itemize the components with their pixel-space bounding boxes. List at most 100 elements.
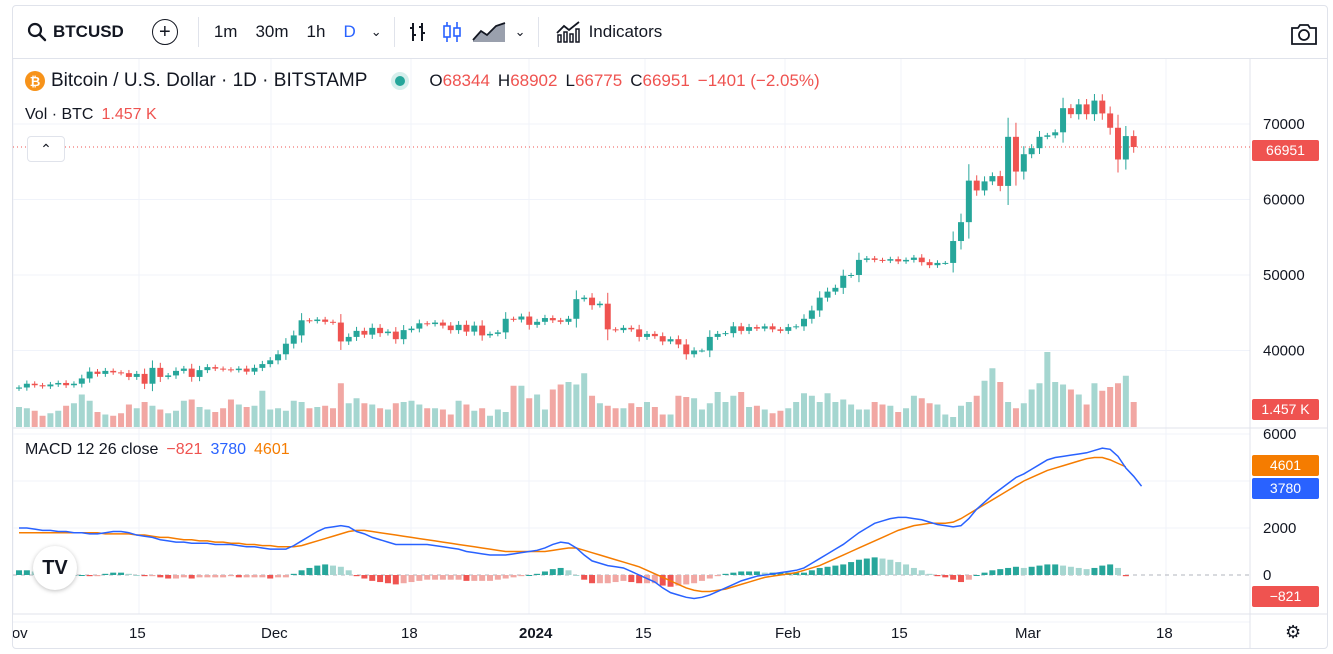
volume-bar [910, 395, 917, 427]
volume-bar [330, 408, 336, 427]
ohlc-low-label: L [565, 71, 575, 90]
volume-bar [39, 415, 46, 427]
volume-bar [989, 368, 996, 427]
macd-histogram-bar [479, 575, 486, 581]
macd-histogram-bar [840, 564, 847, 575]
volume-bar [23, 408, 30, 427]
volume-bar [965, 402, 972, 427]
candle-body [1052, 132, 1059, 136]
camera-icon[interactable] [1289, 16, 1319, 52]
macd-histogram-bar [102, 573, 109, 575]
volume-bar [871, 402, 878, 427]
volume-bar [494, 409, 501, 427]
candle-body [1122, 136, 1129, 160]
ohlc-open-label: O [429, 71, 443, 90]
macd-histogram-bar [173, 575, 179, 579]
volume-bar [157, 409, 164, 427]
volume-bar [243, 407, 250, 427]
candle-body [259, 364, 266, 368]
volume-legend: Vol · BTC 1.457 K [25, 106, 157, 124]
macd-histogram-bar [981, 572, 988, 575]
volume-bar [212, 412, 219, 427]
macd-histogram-bar [298, 570, 305, 575]
settings-gear-icon[interactable]: ⚙ [1285, 622, 1302, 642]
candle-body [141, 373, 148, 384]
interval-30m[interactable]: 30m [255, 22, 289, 41]
macd-tag: 3780 [1252, 478, 1319, 499]
volume-bar [306, 408, 313, 427]
macd-histogram-bar [557, 567, 564, 575]
indicators-button[interactable]: Indicators [545, 14, 662, 50]
macd-histogram-bar [330, 565, 336, 575]
candle-body [706, 336, 713, 351]
chevron-down-icon[interactable]: ⌄ [514, 24, 526, 39]
macd-histogram-bar [1115, 567, 1121, 575]
macd-histogram-bar [204, 575, 211, 578]
macd-histogram-bar [1012, 566, 1019, 575]
volume-bar [282, 410, 289, 427]
macd-histogram-bar [855, 559, 862, 575]
volume-bar [424, 408, 431, 427]
bar-chart-icon[interactable] [401, 14, 435, 50]
candle-body [691, 350, 698, 355]
volume-bar [612, 408, 619, 427]
macd-histogram-bar [730, 572, 737, 575]
candle-body [384, 331, 391, 334]
volume-bar [408, 400, 415, 427]
tradingview-logo[interactable]: TV [33, 546, 77, 590]
volume-bar [801, 393, 807, 427]
interval-d[interactable]: D [343, 22, 356, 41]
ohlc-low-value: 66775 [574, 71, 623, 90]
collapse-legend-button[interactable]: ⌃ [27, 136, 65, 162]
volume-bar [463, 404, 470, 427]
macd-histogram-bar [220, 575, 227, 578]
chart-canvas[interactable]: 70000 60000 50000 40000 6000 2000 0 Nov 15 Dec 18 2… [13, 6, 1328, 649]
candle-body [188, 368, 195, 377]
volume-bar [958, 405, 964, 427]
macd-histogram-bar [541, 571, 548, 575]
macd-histogram-bar [23, 570, 30, 575]
macd-histogram-bar [1052, 564, 1059, 575]
search-icon [27, 22, 47, 42]
macd-histogram-bar [761, 572, 768, 575]
macd-histogram-bar [196, 575, 203, 578]
volume-bar [722, 402, 729, 427]
candle-body [950, 241, 957, 263]
volume-bar [110, 415, 117, 427]
volume-bar [125, 404, 132, 427]
time-axis-tick: Dec [261, 625, 288, 642]
volume-bar [392, 403, 399, 427]
macd-histogram-bar [722, 573, 729, 575]
price-axis-tick: 50000 [1263, 267, 1305, 284]
volume-bar [322, 405, 329, 427]
candle-body [306, 320, 313, 322]
macd-histogram-bar [777, 572, 784, 575]
symbol-search-button[interactable]: BTCUSD [13, 14, 124, 50]
macd-histogram-bar [1060, 565, 1067, 575]
add-symbol-icon[interactable]: + [151, 19, 178, 45]
volume-bar [416, 404, 423, 427]
volume-bar [447, 414, 454, 427]
macd-histogram-bar [392, 575, 399, 585]
volume-bar [683, 397, 690, 427]
volume-bar [934, 404, 941, 427]
macd-signal-line [19, 456, 1127, 593]
area-chart-icon[interactable] [469, 14, 509, 50]
macd-histogram-bar [267, 575, 274, 579]
candle-body [63, 382, 70, 386]
candles-icon[interactable] [435, 14, 469, 50]
interval-1m[interactable]: 1m [213, 22, 238, 41]
candle-body [16, 387, 22, 389]
candle-body [942, 262, 949, 264]
candle-body [895, 259, 902, 262]
chevron-down-icon[interactable]: ⌄ [370, 24, 382, 39]
volume-bar [204, 409, 211, 427]
interval-1h[interactable]: 1h [306, 22, 326, 41]
candle-body [463, 324, 470, 332]
volume-bar [1115, 383, 1121, 427]
candle-body [227, 369, 234, 371]
volume-bar [510, 385, 517, 427]
ohlc-close-value: 66951 [642, 71, 690, 90]
chart-widget: BTCUSD + 1m 30m 1h D ⌄ ⌄ Indicators [12, 5, 1328, 649]
macd-histogram-bar [698, 575, 705, 581]
